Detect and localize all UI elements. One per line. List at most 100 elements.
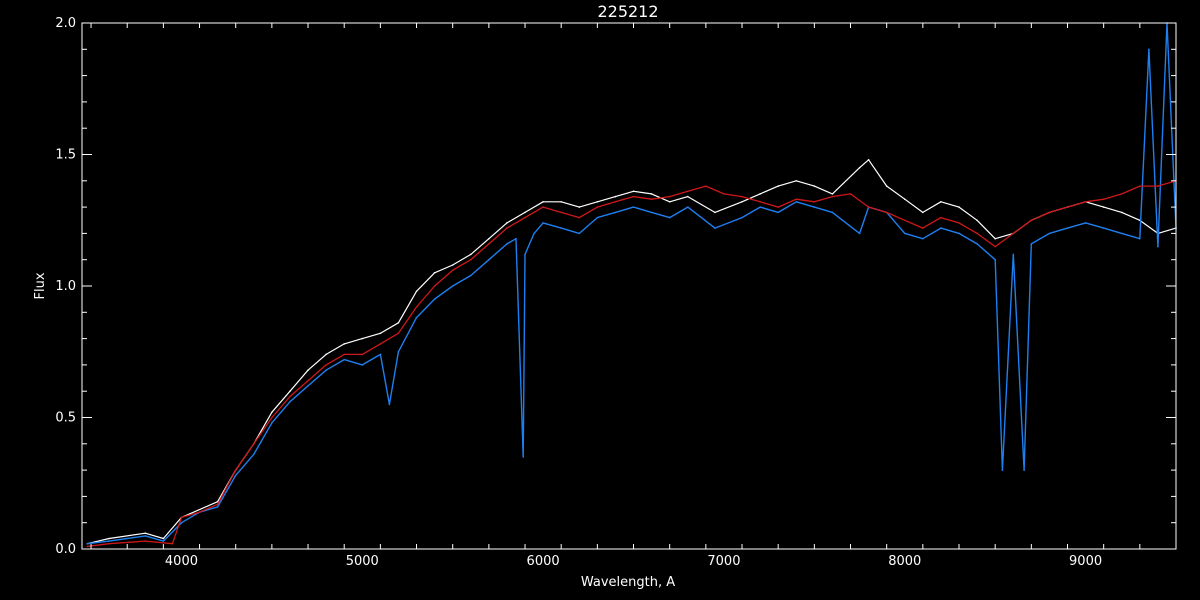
series-white-point — [795, 180, 798, 182]
series-white-point — [144, 532, 147, 534]
series-blue-point — [940, 227, 942, 229]
series-red-point — [1102, 198, 1105, 200]
series-red-point — [777, 206, 779, 208]
series-blue-point — [388, 403, 391, 406]
x-tick-label: 9000 — [1069, 554, 1102, 569]
series-blue-point — [515, 237, 517, 240]
series-red-point — [831, 195, 834, 198]
series-blue-point — [858, 232, 861, 235]
series-red-point — [415, 306, 418, 308]
y-tick-label: 2.0 — [55, 16, 76, 31]
series-red-point — [705, 185, 707, 187]
series-white-point — [596, 201, 599, 203]
series-white-point — [687, 195, 689, 198]
series-red-point — [470, 258, 472, 261]
series-blue-point — [668, 216, 671, 219]
series-red-point — [542, 206, 544, 208]
series-red-point — [198, 511, 201, 513]
ticks-layer: 4000 5000 6000 7000 8000 9000 0.0 0.5 1.0 1.5 2.0 — [55, 16, 1177, 569]
series-white-point — [343, 343, 346, 345]
series-red-point — [1157, 185, 1159, 187]
series-blue-point — [632, 206, 635, 208]
series-white-point — [216, 500, 219, 503]
series-white-point — [560, 201, 562, 203]
series-red-point — [723, 193, 725, 195]
series-red-point — [171, 542, 174, 545]
series-white-point — [714, 211, 716, 214]
series-red-point — [488, 243, 490, 245]
series-blue-point — [379, 353, 382, 356]
series-red-point — [813, 201, 816, 203]
series-red-point — [1139, 185, 1141, 187]
series-white-point — [488, 237, 490, 240]
series-blue-point — [542, 222, 544, 224]
y-tick-label: 0.0 — [55, 542, 76, 557]
series-white-point — [307, 369, 309, 372]
series-white-point — [741, 201, 743, 203]
series-blue-point — [614, 211, 617, 214]
series-white-point — [470, 253, 472, 256]
series-red-point — [759, 201, 761, 203]
series-red-point — [234, 469, 237, 471]
series-red-point — [506, 227, 508, 229]
series-white-point — [922, 211, 924, 214]
series-white-point — [759, 193, 761, 195]
series-red-point — [1066, 206, 1069, 208]
series-red-line — [87, 180, 1177, 548]
series-blue-point — [994, 258, 996, 261]
series-blue-point — [1012, 253, 1015, 256]
series-blue-point — [714, 227, 716, 229]
x-tick-label: 4000 — [165, 554, 198, 569]
series-red-point — [271, 416, 273, 419]
series-white-point — [858, 166, 861, 169]
series-white-point — [813, 185, 816, 187]
series-white-point — [867, 159, 870, 161]
series-blue-point — [1023, 469, 1025, 471]
series-blue-point — [1048, 232, 1051, 235]
series-blue-point — [1139, 237, 1141, 240]
series-red-point — [994, 245, 996, 248]
series-red-point — [849, 193, 852, 195]
series-red-point — [451, 269, 454, 272]
series-red-point — [650, 198, 653, 200]
series-blue-point — [533, 232, 535, 235]
series-white-point — [650, 193, 653, 195]
series-blue-point — [1102, 227, 1105, 229]
series-blue-point — [343, 358, 346, 361]
series-red-point — [632, 195, 635, 198]
series-blue-point — [1001, 469, 1004, 471]
series-blue-point — [271, 422, 273, 424]
series-white-point — [578, 206, 581, 208]
series-blue-point — [307, 385, 309, 387]
series-white-point — [1102, 206, 1105, 208]
series-blue-point — [451, 285, 454, 287]
series-red-point — [108, 542, 110, 545]
series-blue-point — [1148, 48, 1150, 51]
series-blue-point — [433, 298, 436, 300]
series-white-point — [614, 195, 617, 198]
series-blue-point — [1157, 245, 1159, 248]
series-red-point — [144, 540, 147, 542]
series-blue-point — [397, 351, 400, 353]
series-red-point — [958, 222, 960, 224]
series-red-point — [397, 332, 400, 335]
series-blue-point — [922, 237, 924, 240]
series-blue-point — [325, 369, 327, 372]
series-red-point — [976, 232, 978, 235]
series-blue-point — [976, 243, 978, 245]
series-white-point — [885, 185, 888, 187]
x-axis-label: Wavelength, A — [581, 575, 675, 590]
series-blue-point — [488, 258, 490, 261]
series-white-point — [397, 322, 400, 324]
series-red-point — [1048, 211, 1051, 214]
series-red-point — [86, 545, 89, 548]
series-white-point — [361, 337, 364, 340]
series-red-point — [795, 198, 798, 200]
series-blue-point — [108, 540, 110, 542]
series-white-point — [831, 193, 834, 195]
series-white-point — [542, 201, 544, 203]
y-tick-label: 1.5 — [55, 148, 76, 163]
series-red-point — [922, 227, 924, 229]
series-white-point — [524, 211, 526, 214]
